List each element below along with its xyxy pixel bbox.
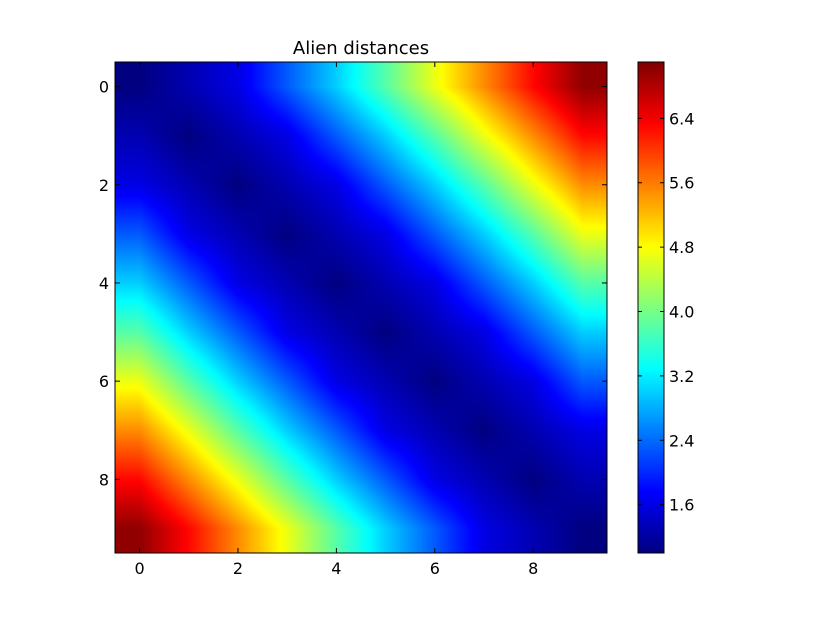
colorbar-tick-label: 5.6 xyxy=(669,174,694,193)
colorbar-tick-label: 1.6 xyxy=(669,496,694,515)
x-tick-label: 0 xyxy=(135,559,145,578)
heatmap-image xyxy=(115,62,607,553)
x-tick-label: 2 xyxy=(233,559,243,578)
plot-area xyxy=(115,62,607,553)
y-tick-label: 6 xyxy=(99,372,109,391)
colorbar-tick-label: 2.4 xyxy=(669,431,694,450)
y-tick-label: 8 xyxy=(99,470,109,489)
colorbar-tick-label: 6.4 xyxy=(669,109,694,128)
colorbar-tick-label: 4.8 xyxy=(669,238,694,257)
colorbar-frame xyxy=(637,61,665,554)
axes: 0 2 4 6 8 0 2 4 6 8 xyxy=(99,61,608,578)
colorbar-tick-label: 4.0 xyxy=(669,303,694,322)
colorbar-tick-label: 3.2 xyxy=(669,367,694,386)
colorbar-gradient xyxy=(638,62,664,553)
y-tick-label: 2 xyxy=(99,176,109,195)
plot-frame xyxy=(114,61,608,554)
colorbar: 1.6 2.4 3.2 4.0 4.8 5.6 6.4 xyxy=(637,61,694,554)
x-tick-label: 6 xyxy=(430,559,440,578)
x-tick-label: 4 xyxy=(331,559,341,578)
y-tick-label: 4 xyxy=(99,274,109,293)
chart-title: Alien distances xyxy=(293,38,429,59)
y-tick-label: 0 xyxy=(99,78,109,97)
x-tick-label: 8 xyxy=(528,559,538,578)
